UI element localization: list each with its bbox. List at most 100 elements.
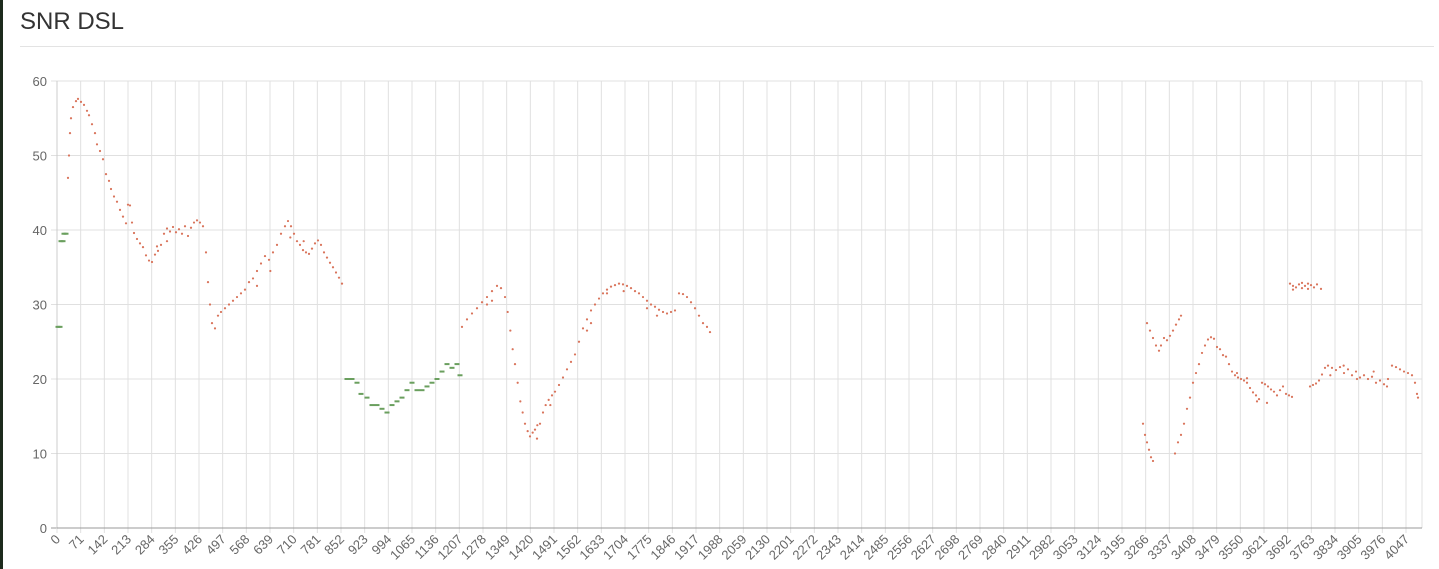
data-point xyxy=(1350,374,1354,377)
data-point xyxy=(597,297,601,300)
data-point xyxy=(231,299,235,302)
data-point xyxy=(1151,336,1155,340)
data-point xyxy=(1260,381,1264,384)
data-point xyxy=(655,314,659,317)
data-point xyxy=(1272,390,1276,393)
x-tick-label: 355 xyxy=(156,532,182,558)
data-point xyxy=(115,200,119,203)
x-tick-label: 1349 xyxy=(482,532,513,563)
data-point xyxy=(153,253,157,256)
data-point xyxy=(1191,381,1195,384)
data-point xyxy=(195,219,199,222)
data-point xyxy=(629,287,633,290)
data-point xyxy=(1413,381,1417,384)
data-point xyxy=(1386,377,1390,381)
data-point xyxy=(569,360,573,363)
data-point xyxy=(369,404,375,407)
data-point xyxy=(1224,355,1228,358)
data-point xyxy=(313,242,317,245)
data-point xyxy=(589,322,593,325)
data-point xyxy=(334,271,338,274)
data-point xyxy=(259,262,263,265)
data-point xyxy=(657,308,661,311)
data-point xyxy=(547,398,550,401)
x-tick-label: 1420 xyxy=(505,532,536,563)
data-point xyxy=(1157,349,1161,352)
data-point xyxy=(645,299,649,302)
y-tick-label: 10 xyxy=(33,447,47,462)
data-point xyxy=(279,232,283,235)
data-point xyxy=(444,363,450,366)
x-tick-label: 2485 xyxy=(860,532,891,563)
data-point xyxy=(1314,382,1318,385)
x-tick-label: 568 xyxy=(227,532,253,558)
data-point xyxy=(665,312,669,315)
data-point xyxy=(68,132,72,135)
data-point xyxy=(213,327,217,330)
data-point xyxy=(1291,284,1295,287)
x-tick-label: 923 xyxy=(345,532,371,558)
data-point xyxy=(1188,396,1192,399)
data-point xyxy=(673,309,677,312)
x-tick-label: 284 xyxy=(132,532,158,558)
data-point xyxy=(499,287,503,290)
data-point xyxy=(589,309,593,312)
data-point xyxy=(1329,374,1332,377)
data-point xyxy=(165,240,169,243)
x-tick-label: 3053 xyxy=(1050,532,1081,563)
data-point xyxy=(661,310,665,314)
data-point xyxy=(1306,282,1310,285)
data-point xyxy=(1402,370,1406,373)
data-point xyxy=(150,260,154,264)
x-tick-label: 2982 xyxy=(1026,532,1057,563)
data-point xyxy=(449,366,455,369)
data-point xyxy=(1154,344,1158,347)
data-point xyxy=(275,243,279,246)
data-point xyxy=(1235,371,1239,375)
data-point xyxy=(1309,284,1313,287)
data-point xyxy=(1266,385,1270,388)
data-point xyxy=(206,281,210,284)
data-point xyxy=(162,232,166,235)
data-point xyxy=(1308,385,1312,388)
data-point xyxy=(364,396,370,399)
data-point xyxy=(1143,433,1147,436)
x-tick-label: 3905 xyxy=(1334,532,1365,563)
title-divider xyxy=(20,46,1434,47)
x-tick-label: 1065 xyxy=(387,532,418,563)
data-point xyxy=(1179,433,1183,436)
data-point xyxy=(1212,337,1216,340)
x-tick-label: 3124 xyxy=(1073,532,1104,563)
data-point xyxy=(177,228,181,231)
data-point xyxy=(653,305,657,308)
data-point xyxy=(210,322,214,325)
data-point xyxy=(1300,287,1304,290)
data-point xyxy=(1394,365,1398,369)
data-point xyxy=(1278,389,1282,392)
data-point xyxy=(304,251,308,254)
data-point xyxy=(192,221,196,224)
data-point xyxy=(541,411,545,414)
data-point xyxy=(79,100,83,103)
data-point xyxy=(1239,377,1243,381)
data-point xyxy=(561,376,565,379)
data-point xyxy=(1269,388,1273,391)
data-point xyxy=(1358,376,1362,379)
data-point xyxy=(1182,422,1186,425)
data-point xyxy=(322,251,326,254)
data-point xyxy=(67,154,71,157)
x-tick-label: 2698 xyxy=(931,532,962,563)
data-point xyxy=(1315,283,1319,286)
data-point xyxy=(69,117,73,120)
data-point xyxy=(419,389,425,392)
data-point xyxy=(1378,379,1382,382)
data-point xyxy=(538,422,542,425)
data-point xyxy=(649,303,653,306)
x-tick-label: 710 xyxy=(274,532,300,558)
data-point xyxy=(509,329,512,332)
data-point xyxy=(1385,385,1389,388)
data-point xyxy=(132,231,136,235)
data-point xyxy=(641,295,645,299)
data-point xyxy=(1326,364,1330,367)
data-point xyxy=(519,400,522,403)
